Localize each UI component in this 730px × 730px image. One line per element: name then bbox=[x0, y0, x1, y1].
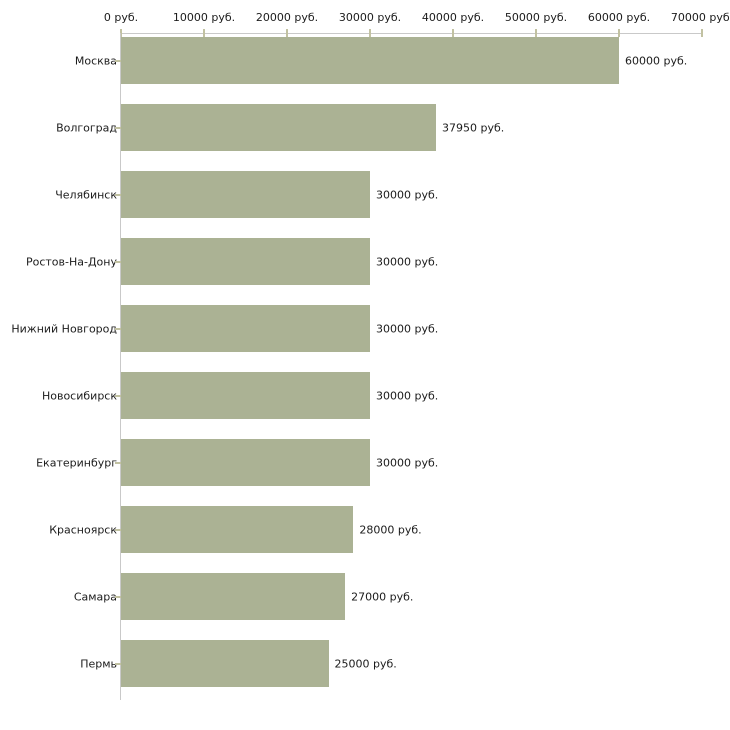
bar-value-label: 30000 руб. bbox=[376, 389, 439, 402]
x-axis-tick-label: 0 руб. bbox=[103, 11, 139, 24]
category-label: Екатеринбург bbox=[36, 456, 117, 469]
bar-row: Ростов-На-Дону 30000 руб. bbox=[0, 238, 730, 285]
bar-value-label: 28000 руб. bbox=[359, 523, 422, 536]
x-axis-tick-mark bbox=[369, 29, 371, 37]
bar bbox=[121, 37, 619, 84]
x-axis-line bbox=[121, 33, 702, 34]
bar bbox=[121, 506, 354, 553]
bar-row: Екатеринбург 30000 руб. bbox=[0, 439, 730, 486]
x-axis-tick-label: 60000 руб. bbox=[587, 11, 651, 24]
bar-value-label: 37950 руб. bbox=[441, 121, 505, 134]
y-axis-tick-mark bbox=[115, 528, 121, 531]
x-axis-tick-mark bbox=[286, 29, 288, 37]
x-axis-tick-mark bbox=[452, 29, 454, 37]
x-axis-tick-mark bbox=[618, 29, 620, 37]
bar bbox=[121, 640, 329, 687]
category-label: Волгоград bbox=[56, 121, 117, 134]
bar-value-label: 30000 руб. bbox=[376, 188, 439, 201]
bar bbox=[121, 372, 370, 419]
y-axis-tick-mark bbox=[115, 461, 121, 464]
bar bbox=[121, 305, 370, 352]
y-axis-line bbox=[120, 33, 121, 700]
bar bbox=[121, 171, 370, 218]
x-axis-tick-label: 10000 руб. bbox=[172, 11, 236, 24]
y-axis-tick-mark bbox=[115, 394, 121, 397]
bar-value-label: 30000 руб. bbox=[376, 255, 439, 268]
category-label: Нижний Новгород bbox=[11, 322, 117, 335]
x-axis-tick-mark bbox=[120, 29, 122, 37]
category-label: Ростов-На-Дону bbox=[25, 255, 117, 268]
bar bbox=[121, 238, 370, 285]
bar-row: Самара 27000 руб. bbox=[0, 573, 730, 620]
category-label: Красноярск bbox=[49, 523, 117, 536]
x-axis-tick-mark bbox=[203, 29, 205, 37]
y-axis-tick-mark bbox=[115, 327, 121, 330]
category-label: Пермь bbox=[80, 657, 117, 670]
bar-value-label: 27000 руб. bbox=[351, 590, 414, 603]
bar-value-label: 25000 руб. bbox=[334, 657, 397, 670]
y-axis-tick-mark bbox=[115, 595, 121, 598]
y-axis-tick-mark bbox=[115, 193, 121, 196]
category-label: Челябинск bbox=[55, 188, 117, 201]
category-label: Москва bbox=[74, 54, 117, 67]
y-axis-tick-mark bbox=[115, 126, 121, 129]
bar bbox=[121, 573, 346, 620]
bar-row: Пермь 25000 руб. bbox=[0, 640, 730, 687]
x-axis-tick-label: 70000 руб. bbox=[670, 11, 730, 24]
bar bbox=[121, 439, 370, 486]
bar-row: Москва 60000 руб. bbox=[0, 37, 730, 84]
category-label: Самара bbox=[73, 590, 117, 603]
bar-value-label: 30000 руб. bbox=[376, 456, 439, 469]
bar-value-label: 60000 руб. bbox=[625, 54, 688, 67]
x-axis-tick-label: 20000 руб. bbox=[255, 11, 319, 24]
x-axis-tick-mark bbox=[701, 29, 703, 37]
x-axis-tick-label: 50000 руб. bbox=[504, 11, 568, 24]
bar-value-label: 30000 руб. bbox=[376, 322, 439, 335]
bar-row: Челябинск 30000 руб. bbox=[0, 171, 730, 218]
category-label: Новосибирск bbox=[41, 389, 117, 402]
bar-row: Волгоград 37950 руб. bbox=[0, 104, 730, 151]
bar-row: Красноярск 28000 руб. bbox=[0, 506, 730, 553]
y-axis-tick-mark bbox=[115, 260, 121, 263]
bar-row: Нижний Новгород 30000 руб. bbox=[0, 305, 730, 352]
bar bbox=[121, 104, 436, 151]
y-axis-tick-mark bbox=[115, 59, 121, 62]
x-axis-tick-label: 40000 руб. bbox=[421, 11, 485, 24]
bar-row: Новосибирск 30000 руб. bbox=[0, 372, 730, 419]
x-axis-tick-label: 30000 руб. bbox=[338, 11, 402, 24]
y-axis-tick-mark bbox=[115, 662, 121, 665]
x-axis-tick-mark bbox=[535, 29, 537, 37]
